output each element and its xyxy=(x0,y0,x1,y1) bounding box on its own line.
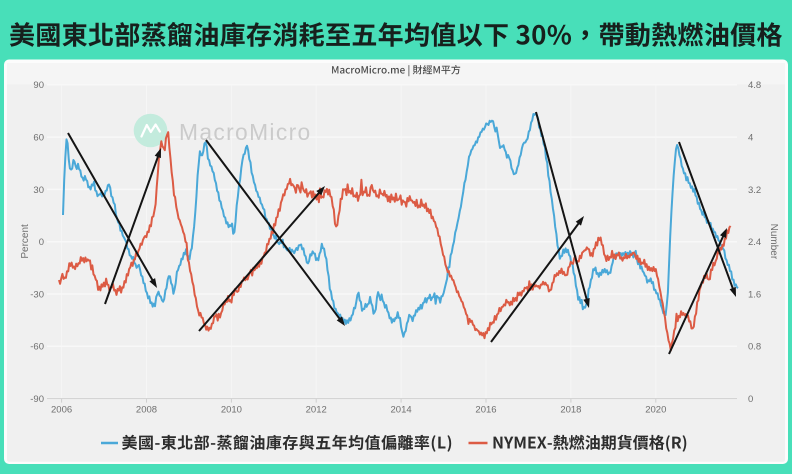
svg-text:MacroMicro: MacroMicro xyxy=(179,119,312,145)
svg-text:30: 30 xyxy=(33,185,44,196)
svg-text:60: 60 xyxy=(33,133,44,144)
svg-text:2016: 2016 xyxy=(475,405,496,416)
svg-text:0.8: 0.8 xyxy=(748,342,761,353)
svg-text:-30: -30 xyxy=(30,289,44,300)
svg-text:3.2: 3.2 xyxy=(748,185,761,196)
svg-text:2.4: 2.4 xyxy=(748,237,761,248)
svg-text:4: 4 xyxy=(748,133,753,144)
svg-text:2012: 2012 xyxy=(306,405,327,416)
svg-text:-90: -90 xyxy=(30,394,44,405)
svg-text:4.8: 4.8 xyxy=(748,80,761,91)
svg-text:Percent: Percent xyxy=(20,224,31,259)
svg-text:0: 0 xyxy=(748,394,753,405)
svg-text:0: 0 xyxy=(39,237,44,248)
svg-text:2008: 2008 xyxy=(136,405,157,416)
svg-text:1.6: 1.6 xyxy=(748,289,761,300)
svg-text:90: 90 xyxy=(33,80,44,91)
svg-text:2014: 2014 xyxy=(391,405,412,416)
svg-text:Number: Number xyxy=(768,224,779,260)
svg-text:2018: 2018 xyxy=(560,405,581,416)
svg-text:2020: 2020 xyxy=(645,405,666,416)
svg-text:-60: -60 xyxy=(30,342,44,353)
svg-text:2006: 2006 xyxy=(51,405,72,416)
svg-text:2010: 2010 xyxy=(221,405,242,416)
